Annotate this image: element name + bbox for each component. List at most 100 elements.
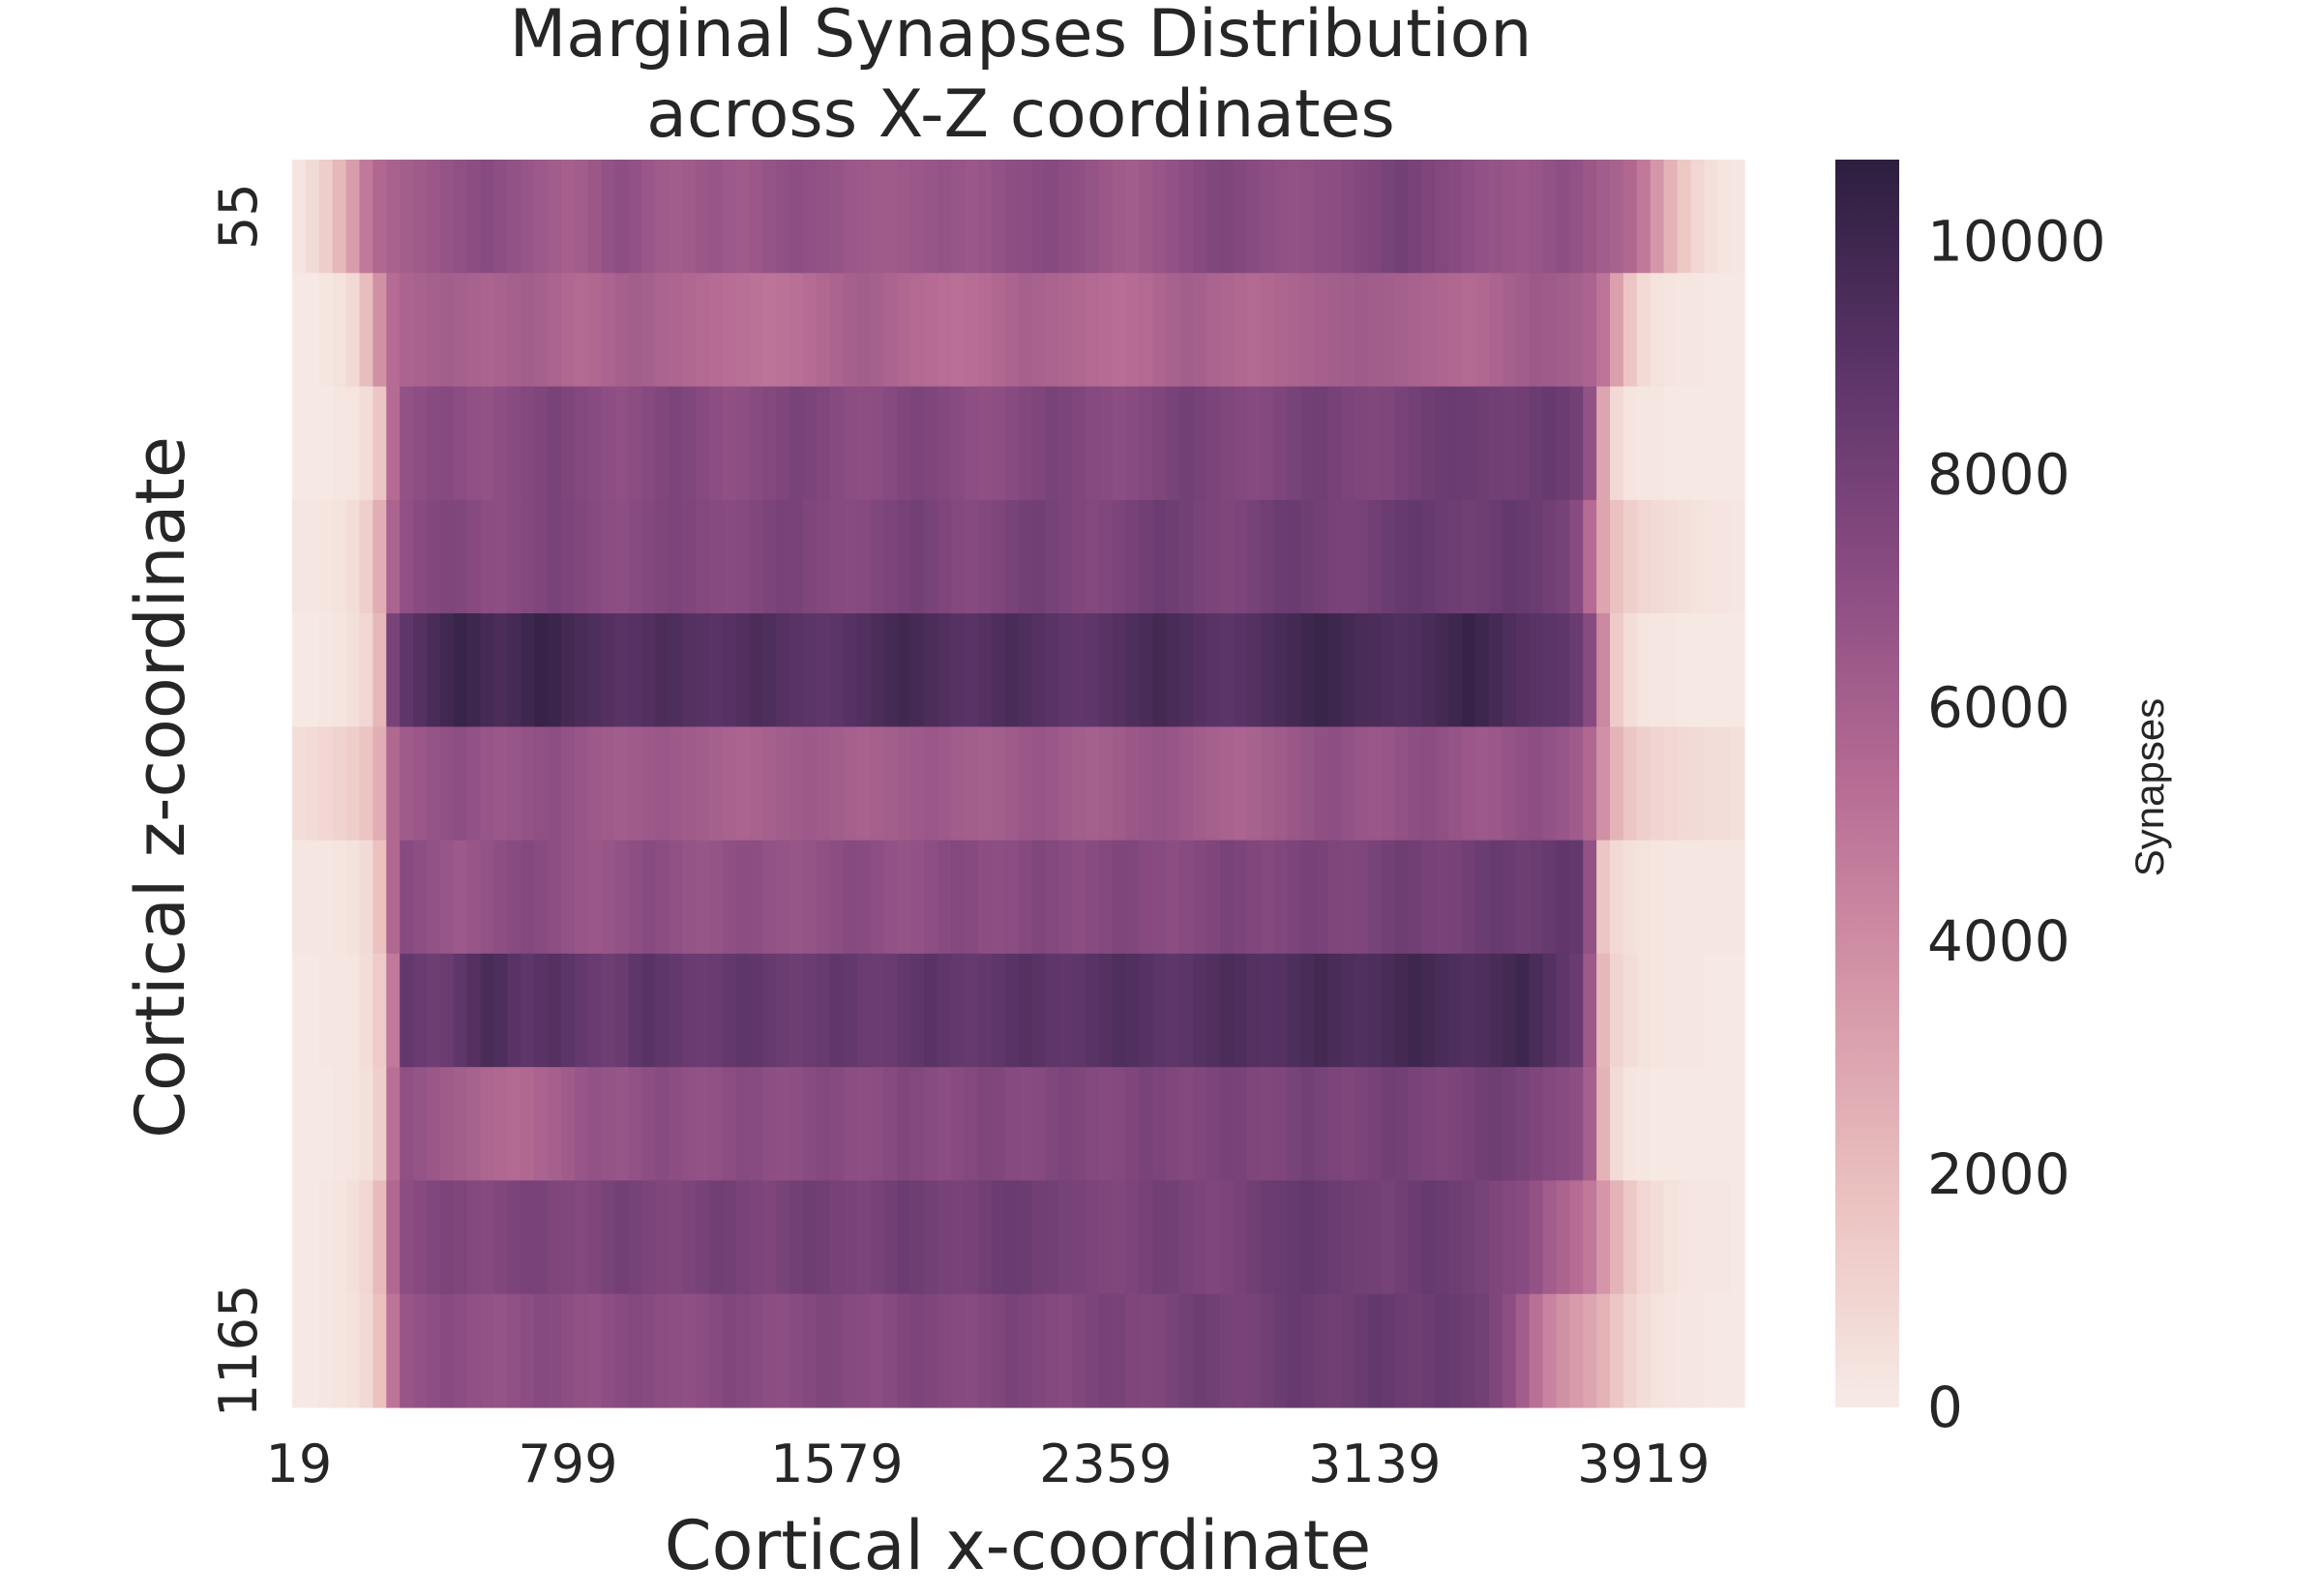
- heatmap-cell: [534, 1180, 549, 1295]
- heatmap-cell: [735, 386, 751, 501]
- heatmap-cell: [521, 953, 535, 1068]
- heatmap-cell: [1004, 160, 1020, 274]
- heatmap-cell: [991, 273, 1006, 388]
- heatmap-cell: [1677, 273, 1692, 388]
- heatmap-cell: [1287, 953, 1301, 1068]
- heatmap-cell: [1072, 499, 1087, 614]
- heatmap-cell: [1219, 1067, 1235, 1182]
- heatmap-cell: [1462, 840, 1476, 955]
- heatmap-cell: [1072, 1180, 1087, 1295]
- heatmap-cell: [1596, 613, 1611, 727]
- heatmap-cell: [400, 613, 414, 727]
- heatmap-cell: [1125, 499, 1141, 614]
- heatmap-cell: [1622, 386, 1638, 501]
- heatmap-cell: [1488, 613, 1503, 727]
- heatmap-cell: [1610, 499, 1624, 614]
- heatmap-cell: [708, 386, 724, 501]
- heatmap-cell: [453, 840, 468, 955]
- heatmap-cell: [560, 1067, 576, 1182]
- heatmap-cell: [964, 1067, 979, 1182]
- heatmap-cell: [1031, 726, 1046, 842]
- heatmap-cell: [669, 1293, 683, 1408]
- heatmap-cell: [345, 953, 361, 1068]
- heatmap-cell: [1004, 613, 1020, 727]
- heatmap-cell: [1327, 160, 1342, 274]
- heatmap-cell: [682, 273, 697, 388]
- heatmap-cell: [439, 1293, 455, 1408]
- heatmap-cell: [1273, 726, 1289, 842]
- heatmap-cell: [466, 953, 482, 1068]
- heatmap-cell: [413, 726, 428, 842]
- heatmap-cell: [1152, 273, 1167, 388]
- heatmap-cell: [1435, 386, 1449, 501]
- heatmap-cell: [1622, 613, 1638, 727]
- heatmap-cell: [1112, 1180, 1127, 1295]
- heatmap-cell: [1475, 1180, 1490, 1295]
- heatmap-cell: [924, 499, 938, 614]
- heatmap-cell: [1327, 726, 1342, 842]
- chart-title-line-1: Marginal Synapses Distribution: [510, 0, 1533, 73]
- heatmap-cell: [1166, 1180, 1180, 1295]
- heatmap-cell: [977, 1067, 993, 1182]
- heatmap-cell: [1098, 953, 1114, 1068]
- heatmap-cell: [735, 726, 751, 842]
- heatmap-cell: [1125, 613, 1141, 727]
- heatmap-cell: [1314, 160, 1328, 274]
- heatmap-cell: [938, 1180, 952, 1295]
- heatmap-cell: [1004, 1293, 1020, 1408]
- heatmap-cell: [708, 273, 724, 388]
- heatmap-cell: [1004, 499, 1020, 614]
- heatmap-cell: [466, 613, 482, 727]
- heatmap-cell: [574, 840, 589, 955]
- heatmap-cell: [507, 1067, 521, 1182]
- heatmap-cell: [1650, 726, 1665, 842]
- heatmap-cell: [1636, 386, 1652, 501]
- heatmap-cell: [1233, 160, 1248, 274]
- heatmap-cell: [669, 160, 683, 274]
- heatmap-cell: [305, 160, 320, 274]
- heatmap-cell: [480, 726, 495, 842]
- heatmap-cell: [1233, 1067, 1248, 1182]
- heatmap-cell: [1314, 1067, 1328, 1182]
- heatmap-cell: [817, 840, 831, 955]
- heatmap-cell: [453, 160, 468, 274]
- heatmap-cell: [1462, 499, 1476, 614]
- heatmap-cell: [883, 160, 899, 274]
- heatmap-cell: [1610, 726, 1624, 842]
- heatmap-cell: [1367, 840, 1383, 955]
- heatmap-cell: [991, 840, 1006, 955]
- heatmap-cell: [641, 613, 656, 727]
- heatmap-cell: [1529, 1293, 1544, 1408]
- heatmap-cell: [708, 1067, 724, 1182]
- heatmap-cell: [1085, 160, 1100, 274]
- heatmap-cell: [1556, 726, 1570, 842]
- colorbar-tick-label: 6000: [1927, 675, 2070, 741]
- heatmap-cell: [870, 273, 885, 388]
- heatmap-cell: [1287, 273, 1301, 388]
- heatmap-cell: [951, 726, 966, 842]
- heatmap-cell: [1622, 273, 1638, 388]
- heatmap-cell: [1448, 273, 1463, 388]
- heatmap-cell: [910, 1180, 925, 1295]
- heatmap-cell: [1341, 1180, 1355, 1295]
- heatmap-cell: [1072, 160, 1087, 274]
- heatmap-cell: [1045, 386, 1059, 501]
- heatmap-cell: [1112, 840, 1127, 955]
- heatmap-cell: [1139, 386, 1154, 501]
- heatmap-cell: [1072, 1293, 1087, 1408]
- heatmap-cell: [1085, 1293, 1100, 1408]
- heatmap-cell: [1098, 840, 1114, 955]
- heatmap-cell: [1556, 160, 1570, 274]
- heatmap-cell: [964, 160, 979, 274]
- heatmap-cell: [1072, 726, 1087, 842]
- heatmap-cell: [1341, 499, 1355, 614]
- heatmap-cell: [426, 499, 441, 614]
- heatmap-cell: [372, 1180, 387, 1295]
- heatmap-cell: [1367, 499, 1383, 614]
- heatmap-cell: [1341, 953, 1355, 1068]
- heatmap-cell: [1152, 499, 1167, 614]
- heatmap-cell: [345, 386, 361, 501]
- heatmap-cell: [1435, 1293, 1449, 1408]
- heatmap-cell: [466, 1293, 482, 1408]
- heatmap-cell: [1018, 386, 1032, 501]
